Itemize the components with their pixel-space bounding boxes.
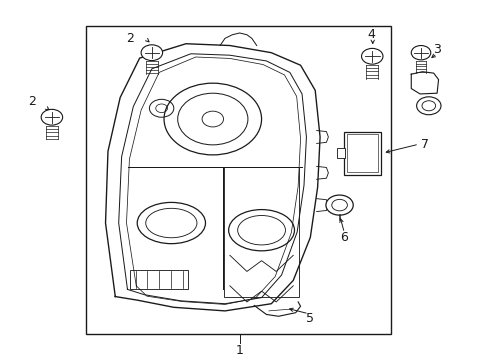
Text: 3: 3 [432,42,440,55]
Polygon shape [410,72,438,94]
Circle shape [416,97,440,115]
Text: 1: 1 [235,344,243,357]
Polygon shape [105,44,320,311]
Text: 2: 2 [28,95,36,108]
Circle shape [410,45,430,60]
Bar [346,134,377,172]
Text: 4: 4 [366,28,374,41]
Circle shape [325,195,352,215]
Text: 7: 7 [420,138,428,150]
Text: 6: 6 [340,231,347,244]
Text: 2: 2 [126,32,134,45]
Text: 5: 5 [305,311,314,325]
Circle shape [41,109,62,125]
Bar [130,270,188,289]
Bar [223,167,299,297]
Bar [344,132,380,175]
Circle shape [361,48,382,64]
Bar [336,148,344,158]
Bar [86,26,390,334]
Circle shape [141,45,162,60]
